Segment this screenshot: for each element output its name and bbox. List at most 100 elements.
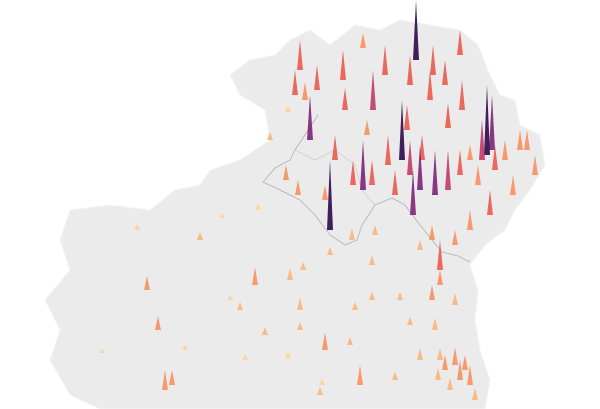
spike: [144, 276, 150, 290]
spike: [407, 140, 413, 175]
county-border: [294, 149, 376, 206]
spike: [435, 368, 441, 380]
spike: [502, 140, 508, 160]
spike: [430, 45, 436, 75]
spike: [382, 45, 388, 75]
spike: [342, 88, 348, 110]
spike: [475, 165, 481, 185]
spike: [417, 145, 423, 190]
spike: [524, 130, 530, 150]
spike: [457, 30, 463, 55]
spike: [357, 365, 363, 385]
spike: [370, 70, 376, 110]
spike: [364, 120, 370, 135]
spike: [459, 80, 465, 110]
spike: [99, 349, 105, 353]
spike: [517, 130, 523, 150]
spike: [227, 295, 233, 300]
spike: [327, 247, 333, 255]
spike: [242, 354, 248, 360]
spike: [162, 370, 168, 390]
spike: [407, 317, 413, 325]
spike: [297, 40, 303, 70]
spike: [350, 160, 356, 185]
spike: [484, 85, 490, 155]
spike: [447, 378, 453, 390]
spike: [327, 160, 333, 230]
spike: [532, 155, 538, 175]
spike: [285, 352, 291, 358]
spike: [285, 106, 291, 112]
spike: [197, 232, 203, 240]
spike: [432, 318, 438, 330]
spike: [462, 355, 468, 370]
spike: [297, 322, 303, 330]
spike: [340, 50, 346, 80]
spike: [237, 302, 243, 310]
spike: [255, 203, 261, 210]
spike: [155, 316, 161, 330]
spike: [479, 120, 485, 160]
spike: [467, 365, 473, 385]
spike: [297, 298, 303, 310]
spike: [417, 348, 423, 360]
spike: [349, 228, 355, 240]
spike: [369, 255, 375, 265]
spike: [472, 388, 478, 400]
spike: [397, 292, 403, 300]
spike: [404, 105, 410, 130]
spike: [429, 285, 435, 300]
spike: [417, 240, 423, 250]
spike: [317, 387, 323, 395]
spike: [302, 82, 308, 100]
spike: [369, 292, 375, 300]
spike: [347, 337, 353, 345]
spike: [452, 230, 458, 245]
spike: [332, 135, 338, 160]
spike: [385, 135, 391, 165]
spike: [467, 145, 473, 160]
spike: [399, 100, 405, 160]
spike: [413, 0, 419, 60]
spike: [219, 213, 225, 218]
spike: [300, 262, 306, 270]
spike: [442, 60, 448, 85]
spike: [319, 379, 325, 385]
spike: [295, 180, 301, 195]
spike: [262, 327, 268, 335]
spike: [182, 345, 188, 350]
spike: [322, 185, 328, 200]
spike: [134, 224, 140, 230]
spike: [322, 332, 328, 350]
spike: [352, 302, 358, 310]
spike: [489, 95, 495, 150]
spike: [432, 150, 438, 195]
spike: [457, 360, 463, 380]
spike: [392, 372, 398, 380]
spike: [452, 293, 458, 305]
spike: [360, 140, 366, 190]
spike: [283, 165, 289, 180]
land: [44, 19, 546, 409]
spike: [369, 160, 375, 185]
spike: [445, 150, 451, 190]
spike: [457, 150, 463, 175]
spike: [427, 70, 433, 100]
spike: [437, 240, 443, 270]
spike: [287, 268, 293, 280]
border: [262, 114, 471, 263]
spike: [307, 95, 313, 140]
spike: [510, 175, 516, 195]
spike: [292, 70, 298, 95]
spike: [392, 170, 398, 195]
spike: [437, 348, 443, 360]
spike: [442, 355, 448, 370]
spike: [372, 225, 378, 235]
spike: [314, 65, 320, 90]
spike: [492, 145, 498, 170]
spike: [169, 370, 175, 385]
spike: [467, 210, 473, 230]
spike: [437, 270, 443, 285]
